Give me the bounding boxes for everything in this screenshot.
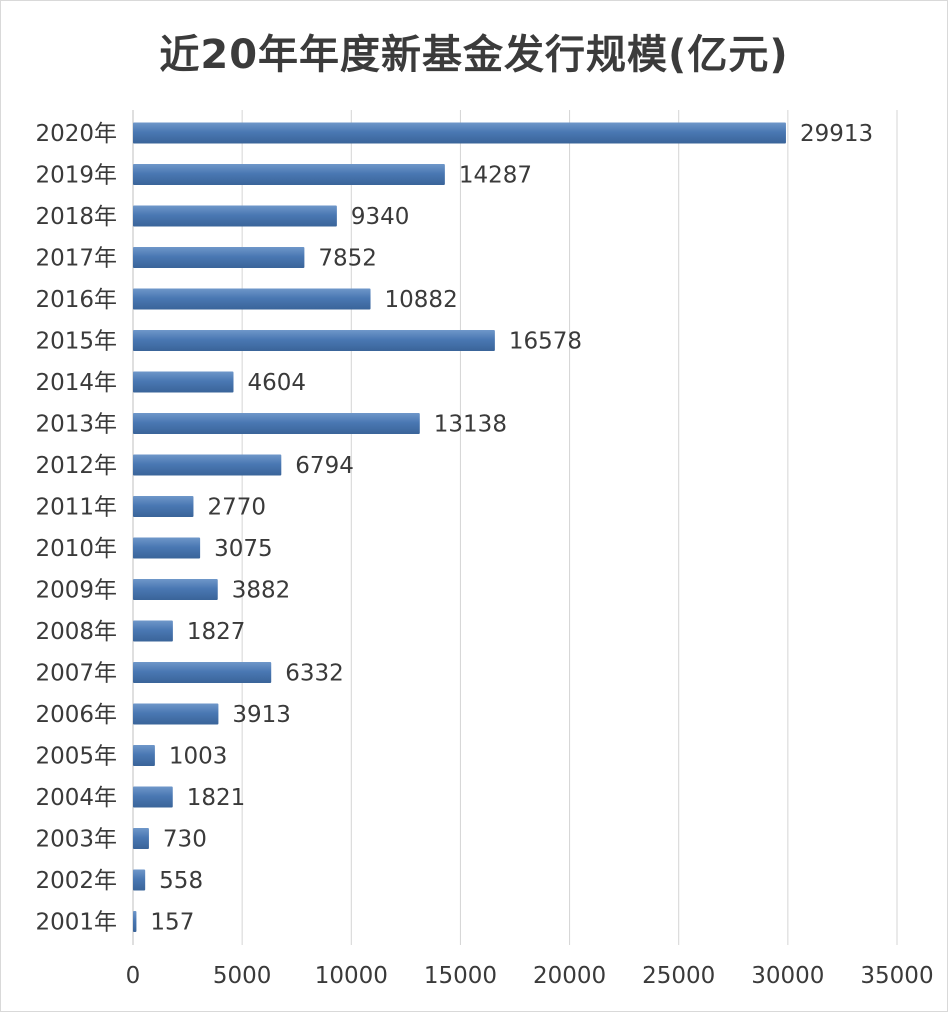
data-label: 3913 xyxy=(232,702,291,728)
data-label: 1821 xyxy=(187,785,246,811)
bar xyxy=(133,122,786,144)
data-label: 13138 xyxy=(434,412,507,438)
bar xyxy=(133,911,137,932)
data-label: 29913 xyxy=(800,121,873,147)
category-label: 2012年 xyxy=(35,453,117,479)
bar xyxy=(133,371,234,393)
data-label: 730 xyxy=(163,827,207,853)
data-label: 7852 xyxy=(318,246,377,272)
x-tick-label: 0 xyxy=(126,963,141,989)
category-label: 2007年 xyxy=(35,661,117,687)
category-label: 2006年 xyxy=(35,702,117,728)
chart-title: 近20年年度新基金发行规模(亿元) xyxy=(159,32,789,78)
category-label: 2017年 xyxy=(35,246,117,272)
category-label: 2010年 xyxy=(35,536,117,562)
bar xyxy=(133,454,282,476)
category-label: 2008年 xyxy=(35,619,117,645)
data-label: 6332 xyxy=(285,661,344,687)
category-label: 2014年 xyxy=(35,370,117,396)
bar xyxy=(133,745,155,766)
category-label: 2004年 xyxy=(35,785,117,811)
bar xyxy=(133,869,146,891)
bar xyxy=(133,164,445,185)
data-label: 558 xyxy=(159,868,203,894)
category-label: 2013年 xyxy=(35,412,117,438)
data-label: 3882 xyxy=(232,578,291,604)
category-label: 2003年 xyxy=(35,827,117,853)
category-label: 2020年 xyxy=(35,121,117,147)
data-label: 3075 xyxy=(214,536,273,562)
data-label: 157 xyxy=(150,910,194,936)
x-tick-label: 20000 xyxy=(533,963,606,989)
x-tick-label: 5000 xyxy=(213,963,272,989)
data-label: 16578 xyxy=(509,329,582,355)
bar xyxy=(133,537,201,559)
category-label: 2016年 xyxy=(35,287,117,313)
bar xyxy=(133,288,371,310)
category-label: 2002年 xyxy=(35,868,117,894)
category-label: 2009年 xyxy=(35,578,117,604)
x-tick-label: 15000 xyxy=(424,963,497,989)
bar xyxy=(133,579,218,600)
data-label: 6794 xyxy=(295,453,354,479)
category-label: 2019年 xyxy=(35,163,117,189)
bar xyxy=(133,828,149,849)
data-label: 10882 xyxy=(385,287,458,313)
x-tick-label: 35000 xyxy=(860,963,933,989)
bar xyxy=(133,703,219,725)
data-label: 4604 xyxy=(247,370,306,396)
category-label: 2018年 xyxy=(35,204,117,230)
bar xyxy=(133,620,173,642)
bar xyxy=(133,247,305,268)
data-label: 1827 xyxy=(187,619,246,645)
x-tick-label: 30000 xyxy=(751,963,824,989)
data-label: 14287 xyxy=(459,163,532,189)
x-tick-label: 25000 xyxy=(642,963,715,989)
bar xyxy=(133,496,194,517)
category-label: 2005年 xyxy=(35,744,117,770)
data-label: 2770 xyxy=(207,495,266,521)
x-tick-label: 10000 xyxy=(315,963,388,989)
bar xyxy=(133,205,337,227)
category-label: 2001年 xyxy=(35,910,117,936)
bar xyxy=(133,413,420,434)
bar xyxy=(133,662,272,683)
bar xyxy=(133,786,173,808)
data-label: 1003 xyxy=(169,744,228,770)
bar xyxy=(133,330,495,351)
data-label: 9340 xyxy=(351,204,410,230)
category-label: 2015年 xyxy=(35,329,117,355)
category-label: 2011年 xyxy=(35,495,117,521)
